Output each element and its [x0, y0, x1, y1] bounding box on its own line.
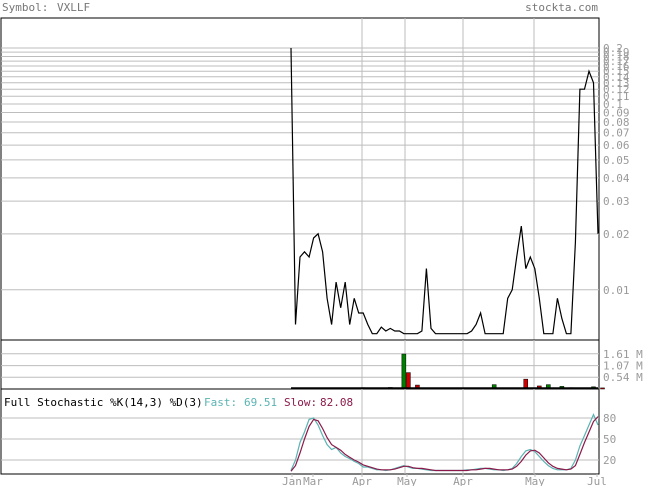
slow-line [290, 416, 599, 472]
price-tick-label: 0.05 [603, 154, 630, 167]
volume-bar [600, 387, 605, 390]
symbol-value: VXLLF [57, 1, 90, 14]
volume-tick-label: 1.61 M [603, 348, 643, 361]
stochastic-tick-label: 80 [603, 412, 616, 425]
price-tick-label: 0.17 [603, 55, 630, 68]
price-tick-label: 0.01 [603, 284, 630, 297]
price-tick-label: 0.19 [603, 46, 630, 59]
symbol-label: Symbol: [2, 1, 48, 14]
x-axis: Jan Mar Apr May Apr May Jul [282, 474, 607, 486]
volume-tick-label: 1.07 M [603, 360, 643, 373]
site-name: stockta.com [525, 1, 598, 14]
price-tick-label: 0.13 [603, 77, 630, 90]
price-tick-label: 0.08 [603, 116, 630, 129]
x-tick-label: Apr [352, 475, 372, 486]
price-panel: 0.20.190.180.170.160.150.140.130.120.110… [0, 17, 630, 341]
stochastic-tick-label: 50 [603, 433, 616, 446]
fast-value: 69.51 [244, 396, 277, 409]
volume-tick-label: 0.54 M [603, 371, 643, 384]
x-tick-label: May [397, 475, 417, 486]
price-tick-label: 0.14 [603, 71, 630, 84]
x-tick-label: Mar [303, 475, 323, 486]
price-line [290, 47, 599, 335]
price-tick-label: 0.16 [603, 60, 630, 73]
stochastic-panel: 80 50 20 [0, 388, 616, 475]
volume-panel: 1.61 M1.07 M0.54 M [0, 339, 643, 390]
price-tick-label: 0.15 [603, 65, 630, 78]
volume-frame [0, 339, 600, 390]
price-tick-label: 0.02 [603, 228, 630, 241]
price-tick-label: 0.09 [603, 106, 630, 119]
volume-bar [406, 372, 411, 390]
slow-label: Slow: [284, 396, 317, 409]
price-tick-label: 0.04 [603, 172, 630, 185]
x-tick-label: Jul [587, 475, 607, 486]
price-tick-label: 0.18 [603, 51, 630, 64]
price-tick-label: 0.07 [603, 127, 630, 140]
slow-value: 82.08 [320, 396, 353, 409]
fast-line [290, 412, 599, 472]
volume-bar [401, 353, 407, 390]
price-tick-label: 0.03 [603, 195, 630, 208]
price-tick-label: 0.06 [603, 139, 630, 152]
price-tick-label: 0.1 [603, 98, 623, 111]
stochastic-frame [0, 388, 600, 475]
x-tick-label: May [525, 475, 545, 486]
stochastic-tick-label: 20 [603, 454, 616, 467]
stochastic-title: Full Stochastic %K(14,3) %D(3) [4, 396, 203, 409]
x-tick-label: Apr [453, 475, 473, 486]
price-tick-label: 0.2 [603, 42, 623, 55]
x-tick-label: Jan [282, 475, 302, 486]
fast-label: Fast: [204, 396, 237, 409]
price-tick-label: 0.12 [603, 83, 630, 96]
price-tick-label: 0.11 [603, 90, 630, 103]
